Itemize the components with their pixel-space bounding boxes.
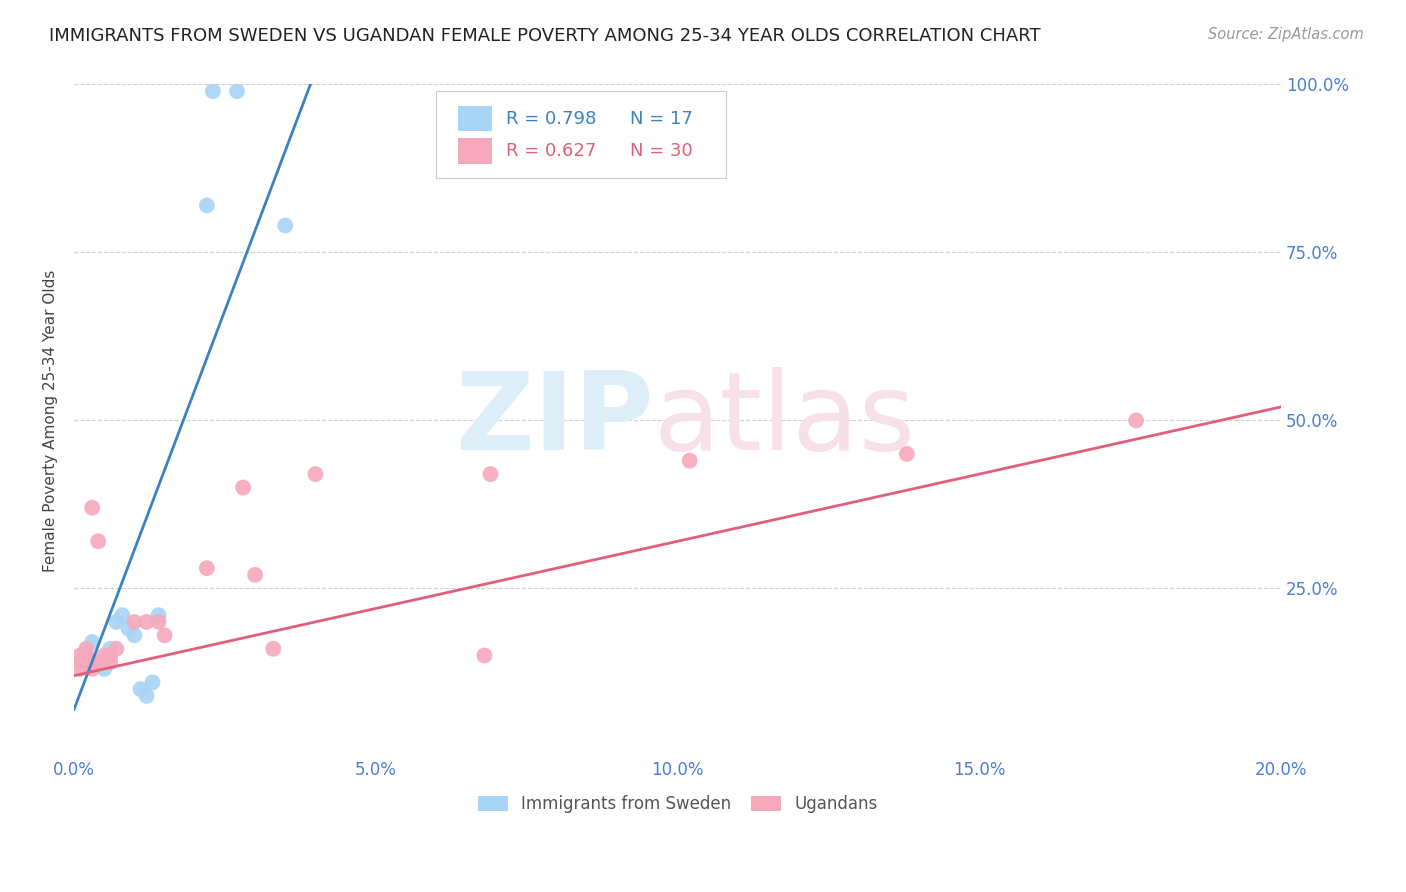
Point (82, 655, 104, 669)
Point (98, 655, 121, 669)
Point (117, 622, 139, 636)
FancyBboxPatch shape (436, 91, 725, 178)
Point (124, 628, 146, 642)
Point (82, 500, 104, 515)
Y-axis label: Female Poverty Among 25-34 Year Olds: Female Poverty Among 25-34 Year Olds (44, 269, 58, 572)
Point (141, 675, 163, 690)
Bar (458, 106, 492, 131)
Point (87, 534, 110, 549)
Point (226, 84, 249, 98)
Point (111, 608, 134, 623)
Point (896, 447, 918, 461)
Point (105, 641, 128, 656)
Point (243, 567, 266, 582)
Point (304, 467, 326, 481)
Legend: Immigrants from Sweden, Ugandans: Immigrants from Sweden, Ugandans (470, 787, 886, 822)
Text: ZIP: ZIP (456, 368, 654, 474)
Point (75, 648, 97, 663)
Point (474, 648, 496, 663)
Point (148, 608, 170, 623)
Text: atlas: atlas (654, 368, 915, 474)
Point (262, 641, 284, 656)
Point (135, 615, 157, 629)
Point (129, 682, 152, 697)
Point (479, 467, 502, 481)
Point (105, 615, 128, 629)
Text: Source: ZipAtlas.com: Source: ZipAtlas.com (1208, 27, 1364, 42)
Point (135, 689, 157, 703)
Point (75, 655, 97, 669)
Point (93, 655, 115, 669)
Point (195, 198, 218, 212)
Point (69, 655, 91, 669)
Text: IMMIGRANTS FROM SWEDEN VS UGANDAN FEMALE POVERTY AMONG 25-34 YEAR OLDS CORRELATI: IMMIGRANTS FROM SWEDEN VS UGANDAN FEMALE… (49, 27, 1040, 45)
Point (153, 628, 176, 642)
Point (1125, 413, 1147, 427)
Point (148, 615, 170, 629)
Point (93, 662, 115, 676)
Point (195, 561, 218, 575)
Point (201, 84, 224, 98)
Point (87, 655, 110, 669)
Text: N = 30: N = 30 (630, 142, 693, 160)
Point (69, 648, 91, 663)
Point (82, 662, 104, 676)
Point (98, 648, 121, 663)
Point (69, 662, 91, 676)
Point (82, 635, 104, 649)
Point (124, 615, 146, 629)
Point (93, 648, 115, 663)
Point (274, 219, 297, 233)
Point (98, 641, 121, 656)
Point (232, 481, 254, 495)
Point (75, 648, 97, 663)
Point (75, 641, 97, 656)
Point (87, 655, 110, 669)
Point (678, 453, 700, 467)
Text: R = 0.627: R = 0.627 (506, 142, 596, 160)
Text: N = 17: N = 17 (630, 110, 693, 128)
Bar (458, 138, 492, 164)
Text: R = 0.798: R = 0.798 (506, 110, 596, 128)
